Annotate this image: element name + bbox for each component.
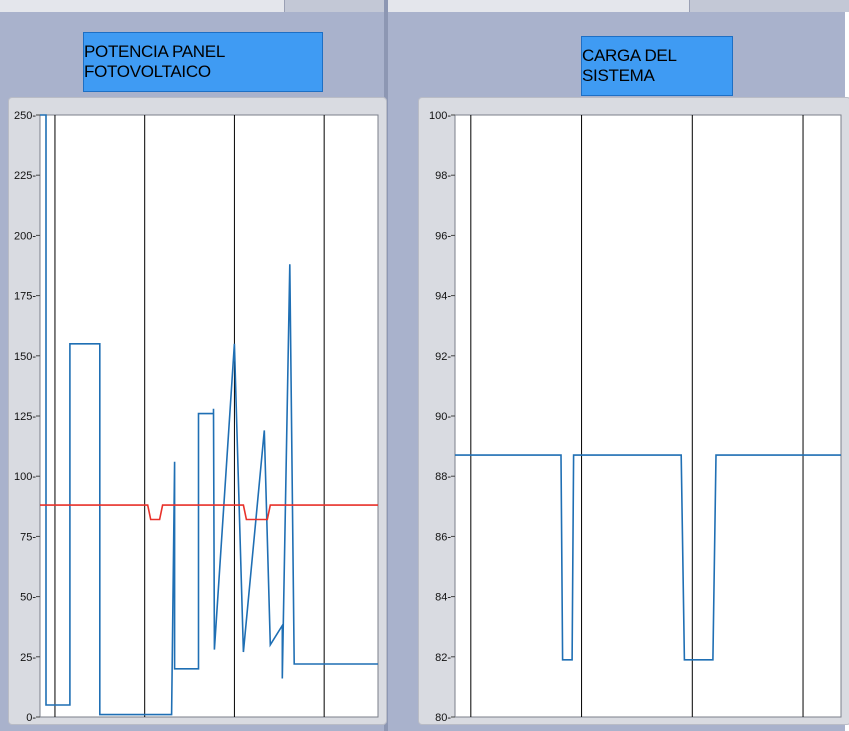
tab[interactable] xyxy=(184,0,285,12)
y-tick-label: 250- xyxy=(14,110,36,122)
y-tick-label: 94- xyxy=(435,291,451,303)
y-tick-label: 125- xyxy=(14,411,36,423)
y-tick-label: 96- xyxy=(435,230,451,242)
y-tick-label: 25- xyxy=(20,652,36,664)
series-line-0 xyxy=(40,114,378,716)
y-tick-label: 50- xyxy=(20,592,36,604)
y-tick-label: 82- xyxy=(435,652,451,664)
series-line-0 xyxy=(455,454,841,661)
chart-title-potencia: POTENCIA PANEL FOTOVOLTAICO xyxy=(83,32,323,92)
y-tick-label: 100- xyxy=(14,471,36,483)
y-tick-label: 200- xyxy=(14,230,36,242)
y-tick-label: 75- xyxy=(20,531,36,543)
series-line-1 xyxy=(40,504,378,521)
y-tick-label: 80- xyxy=(435,712,451,724)
y-tick-label: 150- xyxy=(14,351,36,363)
y-tick-label: 88- xyxy=(435,471,451,483)
plot-area xyxy=(454,114,842,718)
y-tick-label: 98- xyxy=(435,170,451,182)
y-tick-label: 86- xyxy=(435,531,451,543)
plot-area xyxy=(39,114,379,718)
y-tick-label: 90- xyxy=(435,411,451,423)
tab[interactable] xyxy=(639,0,690,12)
y-tick-label: 84- xyxy=(435,592,451,604)
y-tick-label: 225- xyxy=(14,170,36,182)
y-tick-label: 0- xyxy=(26,712,36,724)
y-tick-label: 92- xyxy=(435,351,451,363)
y-tick-label: 100- xyxy=(429,110,451,122)
chart-title-carga: CARGA DEL SISTEMA xyxy=(581,36,733,96)
y-tick-label: 175- xyxy=(14,291,36,303)
top-tab-strip xyxy=(0,0,849,12)
